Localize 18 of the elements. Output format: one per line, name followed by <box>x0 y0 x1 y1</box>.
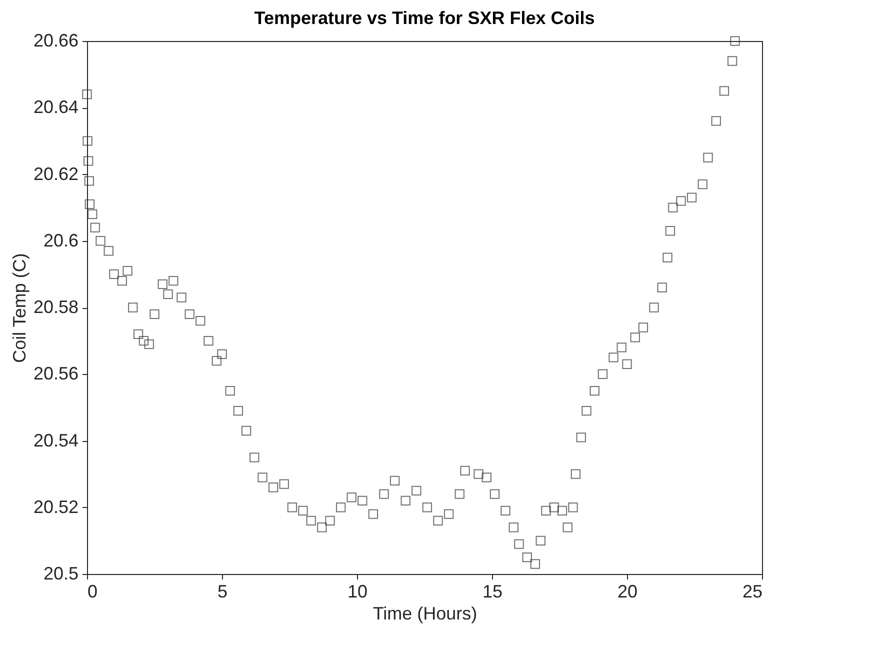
x-tick-label: 10 <box>347 582 368 602</box>
x-axis-title: Time (Hours) <box>372 604 478 624</box>
chart-title: Temperature vs Time for SXR Flex Coils <box>254 8 595 28</box>
x-tick-label: 0 <box>88 582 98 602</box>
x-tick-label: 20 <box>617 582 638 602</box>
x-tick-label: 15 <box>482 582 503 602</box>
y-tick-label: 20.52 <box>33 496 78 517</box>
y-tick-label: 20.54 <box>33 430 78 450</box>
y-axis-title: Coil Temp (C) <box>9 253 30 363</box>
y-tick-label: 20.66 <box>33 30 78 50</box>
y-tick-label: 20.64 <box>33 97 78 118</box>
y-tick-label: 20.6 <box>43 230 78 250</box>
y-tick-label: 20.5 <box>43 564 78 584</box>
y-tick-label: 20.62 <box>33 164 78 184</box>
x-tick-label: 25 <box>742 582 762 602</box>
x-tick-label: 5 <box>217 582 228 602</box>
y-tick-label: 20.56 <box>33 364 78 384</box>
y-tick-label: 20.58 <box>33 297 78 317</box>
